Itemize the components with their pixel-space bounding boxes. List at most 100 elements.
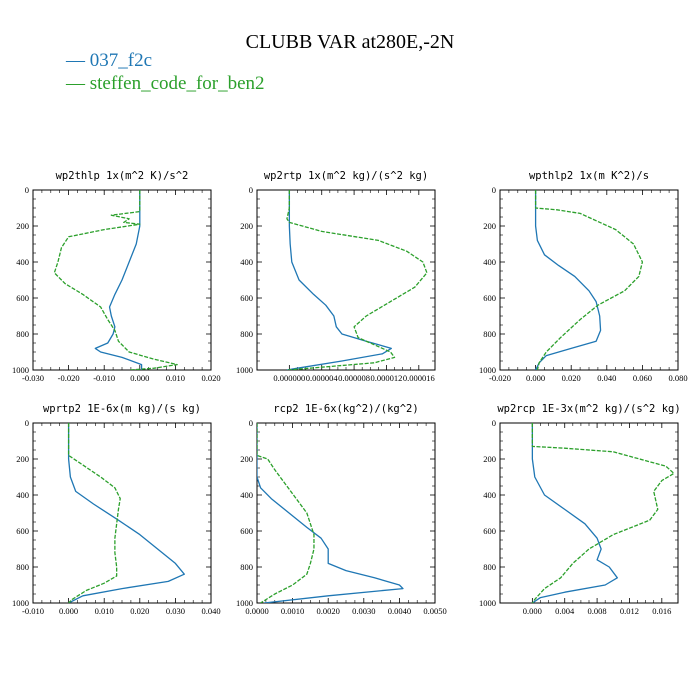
x-tick-label: 0.008 <box>588 606 607 616</box>
series-line-037-f2c <box>531 423 618 603</box>
plot-frame <box>32 422 212 604</box>
x-tick-label: 0.004 <box>555 606 575 616</box>
y-tick-label: 600 <box>16 293 29 303</box>
y-tick-label: 200 <box>16 221 29 231</box>
y-tick-label: 800 <box>483 329 496 339</box>
x-tick-label: -0.010 <box>22 606 44 616</box>
chart-panel-4: wprtp2 1E-6x(m kg)/(s kg) -0.010 0.000 0.01… <box>12 403 221 616</box>
chart-panel-1: wp2thlp 1x(m^2 K)/s^2 -0.030 -0.020 -0.010 0… <box>12 170 221 383</box>
y-tick-label: 1000 <box>479 365 496 375</box>
series-line-steffen-code <box>286 190 428 370</box>
x-tick-label: 0.000012 <box>371 373 403 383</box>
y-tick-label: 400 <box>240 257 253 267</box>
y-tick-label: 400 <box>16 490 29 500</box>
series-line-037-f2c <box>286 190 392 370</box>
x-tick-label: 0.0010 <box>281 606 304 616</box>
y-tick-label: 1000 <box>236 598 253 608</box>
y-tick-label: 200 <box>483 454 496 464</box>
y-tick-label: 200 <box>240 221 253 231</box>
plot-frame <box>256 189 436 371</box>
x-tick-label: 0.030 <box>166 606 185 616</box>
panel-title: wpthlp2 1x(m K^2)/s <box>529 170 649 182</box>
y-tick-label: 800 <box>483 562 496 572</box>
x-tick-label: 0.0020 <box>317 606 340 616</box>
legend-entry-series1: — 037_f2c <box>65 50 152 71</box>
y-tick-label: 800 <box>240 562 253 572</box>
x-tick-label: 0.020 <box>130 606 149 616</box>
x-tick-label: 0.000008 <box>338 373 370 383</box>
panel-title: rcp2 1E-6x(kg^2)/(kg^2) <box>273 403 418 415</box>
chart-panel-3: wpthlp2 1x(m K^2)/s -0.020 0.000 0.020 0.040… <box>479 170 688 383</box>
series-line-steffen-code <box>67 423 121 603</box>
legend: — 037_f2c — steffen_code_for_ben2 <box>65 50 265 94</box>
x-tick-label: 0.000 <box>130 373 149 383</box>
x-tick-label: 0.000 <box>59 606 78 616</box>
y-tick-label: 1000 <box>479 598 496 608</box>
x-tick-label: 0.010 <box>95 606 114 616</box>
y-tick-label: 400 <box>483 490 496 500</box>
x-tick-label: 0.000 <box>526 373 545 383</box>
x-tick-label: -0.010 <box>93 373 115 383</box>
y-tick-label: 400 <box>16 257 29 267</box>
panel-title: wp2rtp 1x(m^2 kg)/(s^2 kg) <box>264 170 428 182</box>
y-tick-label: 800 <box>16 562 29 572</box>
x-tick-label: 0.040 <box>201 606 220 616</box>
x-tick-label: 0.060 <box>633 373 652 383</box>
y-tick-label: 600 <box>483 526 496 536</box>
series-line-037-f2c <box>94 190 143 370</box>
plot-frame <box>256 422 436 604</box>
y-tick-label: 0 <box>25 418 29 428</box>
x-tick-label: -0.030 <box>22 373 44 383</box>
y-tick-label: 0 <box>25 185 29 195</box>
x-tick-label: 0.000016 <box>403 373 435 383</box>
x-tick-label: 0.0050 <box>423 606 446 616</box>
y-tick-label: 0 <box>249 418 253 428</box>
chart-panel-5: rcp2 1E-6x(kg^2)/(kg^2) 0.0000 0.0010 0.002… <box>236 403 447 616</box>
y-tick-label: 800 <box>240 329 253 339</box>
y-tick-label: 1000 <box>236 365 253 375</box>
figure-title: CLUBB VAR at280E,-2N <box>246 31 455 53</box>
x-tick-label: 0.012 <box>620 606 639 616</box>
series-line-steffen-code <box>534 190 644 370</box>
x-tick-label: -0.020 <box>489 373 511 383</box>
x-tick-label: 0.000004 <box>306 373 339 383</box>
y-tick-label: 600 <box>483 293 496 303</box>
y-tick-label: 800 <box>16 329 29 339</box>
y-tick-label: 200 <box>16 454 29 464</box>
x-tick-label: 0.080 <box>668 373 687 383</box>
x-tick-label: 0.016 <box>652 606 671 616</box>
series-line-037-f2c <box>67 423 185 603</box>
series-line-steffen-code <box>53 190 178 370</box>
y-tick-label: 600 <box>16 526 29 536</box>
x-tick-label: -0.020 <box>58 373 80 383</box>
panel-title: wp2thlp 1x(m^2 K)/s^2 <box>56 170 189 182</box>
y-tick-label: 400 <box>483 257 496 267</box>
x-tick-label: 0.0000 <box>245 606 268 616</box>
y-tick-label: 600 <box>240 526 253 536</box>
series-line-steffen-code <box>531 423 675 603</box>
y-tick-label: 400 <box>240 490 253 500</box>
y-tick-label: 200 <box>483 221 496 231</box>
chart-panel-2: wp2rtp 1x(m^2 kg)/(s^2 kg)0.000000 0.0000… <box>236 170 436 383</box>
x-tick-label: 0.000 <box>523 606 542 616</box>
y-tick-label: 1000 <box>12 365 29 375</box>
legend-entry-series2: — steffen_code_for_ben2 <box>65 73 265 94</box>
x-tick-label: 0.0040 <box>388 606 411 616</box>
y-tick-label: 0 <box>492 418 496 428</box>
series-line-037-f2c <box>257 423 404 603</box>
x-tick-label: 0.020 <box>201 373 220 383</box>
series-line-steffen-code <box>257 423 315 603</box>
y-tick-label: 600 <box>240 293 253 303</box>
x-tick-label: 0.020 <box>562 373 581 383</box>
panels-group: wp2thlp 1x(m^2 K)/s^2 -0.030 -0.020 -0.010 0… <box>12 170 688 616</box>
y-tick-label: 200 <box>240 454 253 464</box>
panel-title: wprtp2 1E-6x(m kg)/(s kg) <box>43 403 201 415</box>
panel-title: wp2rcp 1E-3x(m^2 kg)/(s^2 kg) <box>497 403 680 415</box>
x-tick-label: 0.040 <box>597 373 616 383</box>
x-tick-label: 0.000000 <box>273 373 305 383</box>
chart-panel-6: wp2rcp 1E-3x(m^2 kg)/(s^2 kg) 0.000 0.004 0… <box>479 403 681 616</box>
y-tick-label: 0 <box>249 185 253 195</box>
y-tick-label: 1000 <box>12 598 29 608</box>
x-tick-label: 0.010 <box>166 373 185 383</box>
